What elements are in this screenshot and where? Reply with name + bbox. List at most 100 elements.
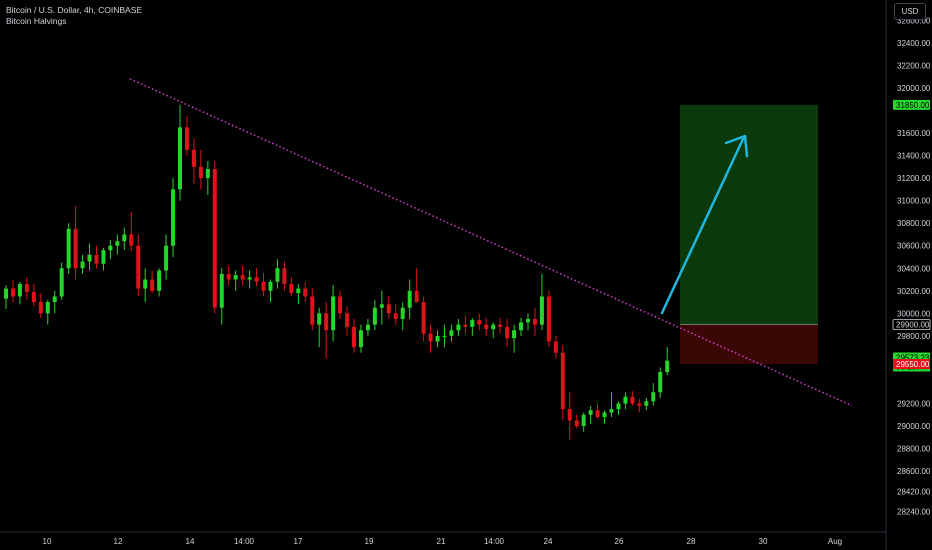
candle-body [178,127,182,190]
time-tick-label: 28 [687,537,696,546]
trendline-layer [129,78,853,407]
stop-zone [680,324,818,365]
candle [38,293,43,318]
price-tick-label: 28800.00 [897,445,931,454]
candle [45,299,50,325]
candle [372,299,377,331]
time-axis: 10 12 14 14:00 17 19 21 14:00 24 26 28 30 Aug [43,537,843,546]
candle-body [184,127,189,150]
time-tick-label: 26 [615,537,624,546]
price-tick-label: 32400.00 [897,39,931,48]
candle-body [66,228,71,269]
time-tick-label: 17 [294,537,303,546]
candle-body [463,324,468,327]
candle [456,318,461,336]
candle-body [4,288,8,299]
candles-layer [4,104,670,440]
candle [317,307,322,348]
candle-body [526,318,530,323]
candle [442,324,447,348]
candle [303,281,308,303]
candle-body [358,330,363,348]
candle-body [595,410,600,418]
candle [526,313,530,331]
candle [10,279,15,303]
candle-body [553,341,558,353]
candle-body [435,335,440,342]
candle [400,302,405,331]
candle [338,290,343,319]
time-tick-label: 14:00 [484,537,505,546]
candle [651,383,656,406]
candle [616,401,621,415]
candle-body [449,330,454,336]
price-tag-box [893,359,930,370]
candle-body [17,284,22,297]
candle-body [268,281,273,291]
candle-body [80,261,85,269]
candle [630,391,635,406]
candle-body [616,403,621,410]
candle-body [532,318,537,325]
candle [463,315,468,334]
candle-body [212,169,217,308]
candle-body [539,296,544,325]
candle-body [581,414,586,427]
candle [198,149,203,190]
candle [574,414,579,429]
candle-body [219,273,224,308]
candle [17,281,22,305]
candle-body [108,245,113,251]
candle-body [372,307,377,325]
candle-body [171,189,176,246]
candle-body [498,324,503,327]
candle [519,317,524,336]
candle [609,392,614,418]
candle-body [352,326,356,348]
candle [623,392,628,410]
candle [66,223,71,274]
candle-body [282,268,287,285]
candle [505,318,510,348]
candle [275,259,280,289]
candle [122,227,127,251]
candle-body [94,254,99,264]
candle [477,313,482,331]
candle [560,344,565,421]
candle-body [393,313,398,319]
candle-body [45,302,50,314]
candle [24,277,29,300]
candle [310,288,315,331]
candle [240,266,245,286]
currency-button[interactable]: USD [894,3,926,20]
candle-body [115,241,120,246]
candle [421,296,426,342]
candle [644,397,649,411]
candle [282,261,287,291]
candle [94,245,99,269]
candle-body [386,304,391,314]
chart-legend: Bitcoin / U.S. Dollar, 4h, COINBASE Bitc… [6,5,142,27]
candle [665,347,670,376]
candle-body [52,296,57,303]
candle [602,410,607,424]
candle [289,277,294,297]
candle-body [400,307,405,319]
price-tag-label: 29550.00 [896,360,930,369]
price-tick-label: 28420.00 [897,487,931,496]
candle-body [240,275,245,280]
price-tag-box [892,319,931,331]
candle-body [101,250,106,264]
candle-body [345,313,350,327]
candle [658,367,663,398]
position-zones [680,104,818,365]
time-tick-label: 10 [43,537,52,546]
candle-body [651,392,656,402]
candle [52,290,57,314]
candle-body [59,268,64,297]
price-tick-label: 30000.00 [897,309,931,318]
candle [581,412,586,432]
candle-body [122,234,127,242]
indicator-title: Bitcoin Halvings [6,16,67,26]
